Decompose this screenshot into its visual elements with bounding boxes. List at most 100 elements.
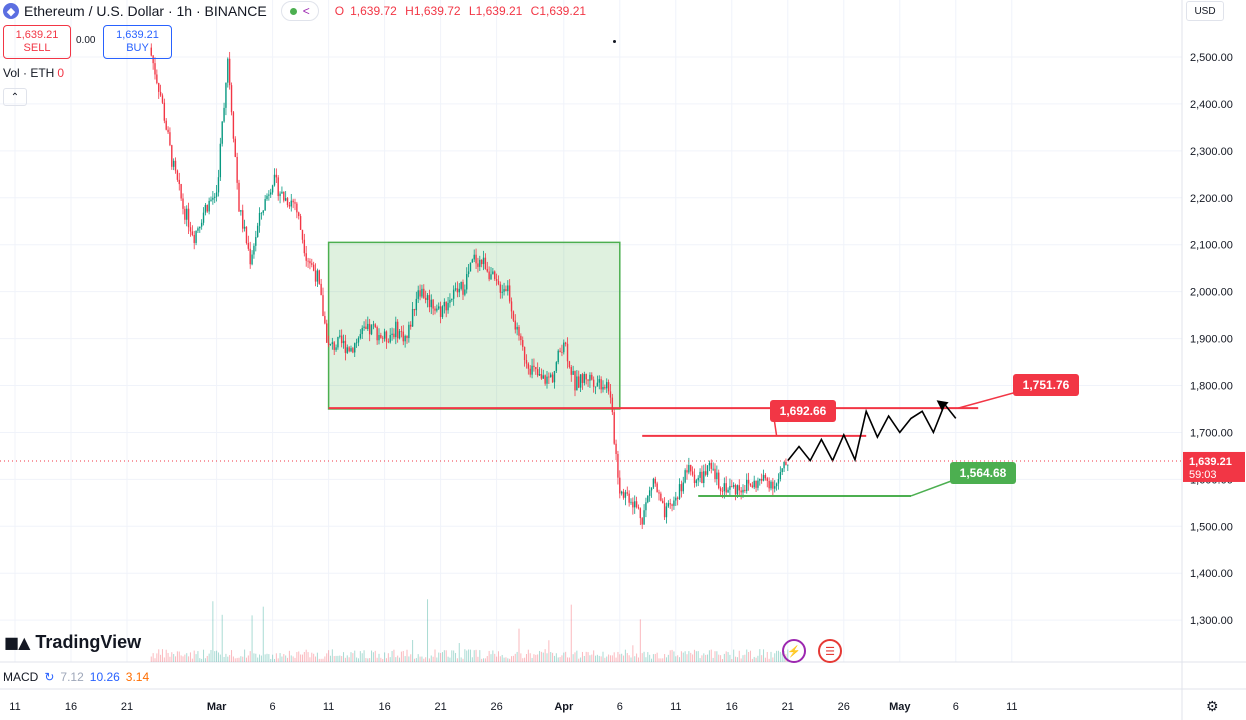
collapse-legend-button[interactable]: ⌃ <box>3 88 27 106</box>
event-marker-icon[interactable]: ⚡ <box>782 639 806 663</box>
volume-bar <box>483 658 485 662</box>
volume-bar <box>729 654 731 662</box>
volume-bar <box>578 658 580 662</box>
volume-bar <box>514 653 516 662</box>
volume-bar <box>273 658 275 662</box>
candle-body <box>219 143 222 178</box>
candle-body <box>695 480 698 484</box>
volume-value: 0 <box>57 66 65 80</box>
volume-bar <box>357 658 359 662</box>
ethereum-icon[interactable]: ◆ <box>3 3 19 19</box>
volume-bar <box>217 652 219 662</box>
candle-body <box>234 138 236 157</box>
candle-body <box>654 478 656 484</box>
candle-body <box>492 271 494 275</box>
candle-body <box>361 327 363 335</box>
volume-bar <box>768 658 770 662</box>
volume-bar <box>779 651 781 662</box>
volume-bar <box>167 652 169 662</box>
volume-bar <box>781 653 783 662</box>
candle-body <box>572 371 574 375</box>
volume-bar <box>494 653 496 662</box>
spread-value: 0.00 <box>76 35 96 46</box>
candle-body <box>626 492 628 494</box>
volume-bar <box>253 653 255 662</box>
candle-body <box>529 368 531 375</box>
us-flag-event-icon[interactable]: ☰ <box>818 639 842 663</box>
candle-body <box>746 479 748 492</box>
candle-body <box>734 485 737 495</box>
x-tick-label: 11 <box>323 701 334 713</box>
volume-bar <box>772 657 774 662</box>
candle-body <box>505 289 507 292</box>
candle-body <box>723 483 726 492</box>
candle-body <box>647 495 649 503</box>
symbol-title[interactable]: Ethereum / U.S. Dollar · 1h · BINANCE <box>24 3 267 19</box>
macd-legend[interactable]: MACD ↻ 7.12 10.26 3.14 <box>3 670 149 684</box>
candle-body <box>516 326 518 330</box>
candle-body <box>783 461 785 469</box>
volume-bar <box>516 651 518 662</box>
volume-bar <box>464 649 466 662</box>
candle-body <box>536 369 539 376</box>
volume-bar <box>753 656 755 662</box>
volume-bar <box>208 653 210 662</box>
candle-body <box>579 374 582 388</box>
volume-bar <box>581 651 583 662</box>
candle-body <box>542 375 544 379</box>
y-tick-label: 2,500.00 <box>1190 52 1233 64</box>
sell-button[interactable]: 1,639.21 SELL <box>3 25 71 59</box>
candle-body <box>721 490 724 492</box>
candle-body <box>622 491 625 498</box>
candle-body <box>620 491 623 494</box>
volume-bar <box>180 655 182 662</box>
status-pill[interactable]: < <box>280 1 319 21</box>
candle-body <box>191 231 194 235</box>
candle-body <box>628 493 630 503</box>
candle-body <box>337 336 339 348</box>
volume-bar <box>699 658 701 662</box>
buy-button[interactable]: 1,639.21 BUY <box>103 25 172 59</box>
volume-bar <box>466 650 468 662</box>
candle-body <box>473 254 475 260</box>
candle-body <box>355 342 358 344</box>
volume-bar <box>434 649 436 662</box>
candle-body <box>520 335 522 341</box>
volume-legend[interactable]: Vol · ETH 0 <box>3 66 64 80</box>
volume-bar <box>529 653 531 662</box>
volume-bar <box>746 649 748 662</box>
candle-body <box>585 374 587 380</box>
share-icon[interactable]: < <box>302 4 310 18</box>
currency-selector[interactable]: USD <box>1186 1 1224 21</box>
volume-bar <box>675 656 677 662</box>
candle-body <box>686 470 688 473</box>
candle-body <box>550 374 552 377</box>
candle-body <box>417 290 419 299</box>
volume-bar <box>333 656 335 662</box>
volume-bar <box>266 653 268 662</box>
settings-gear-icon[interactable]: ⚙ <box>1206 698 1219 714</box>
candle-body <box>299 216 302 230</box>
volume-bar <box>557 657 559 662</box>
ohlc-readout: O 1,639.72 H1,639.72 L1,639.21 C1,639.21 <box>334 4 587 18</box>
candle-body <box>535 367 537 370</box>
volume-bar <box>477 656 479 662</box>
candle-body <box>548 376 550 378</box>
projection-arrow-head <box>936 400 949 411</box>
volume-bar <box>350 652 352 662</box>
volume-bar <box>660 658 662 662</box>
volume-bar <box>552 652 554 662</box>
volume-bar <box>171 652 173 662</box>
volume-bar <box>245 657 247 662</box>
volume-bar <box>468 649 470 662</box>
tradingview-logo[interactable]: ■▲ TradingView <box>4 632 141 653</box>
candle-body <box>699 471 701 478</box>
candle-body <box>731 485 733 487</box>
candle-body <box>540 374 543 379</box>
candle-body <box>367 323 369 330</box>
volume-bar <box>484 658 486 662</box>
refresh-icon[interactable]: ↻ <box>44 670 55 684</box>
candle-body <box>436 308 438 311</box>
volume-bar <box>378 653 380 662</box>
